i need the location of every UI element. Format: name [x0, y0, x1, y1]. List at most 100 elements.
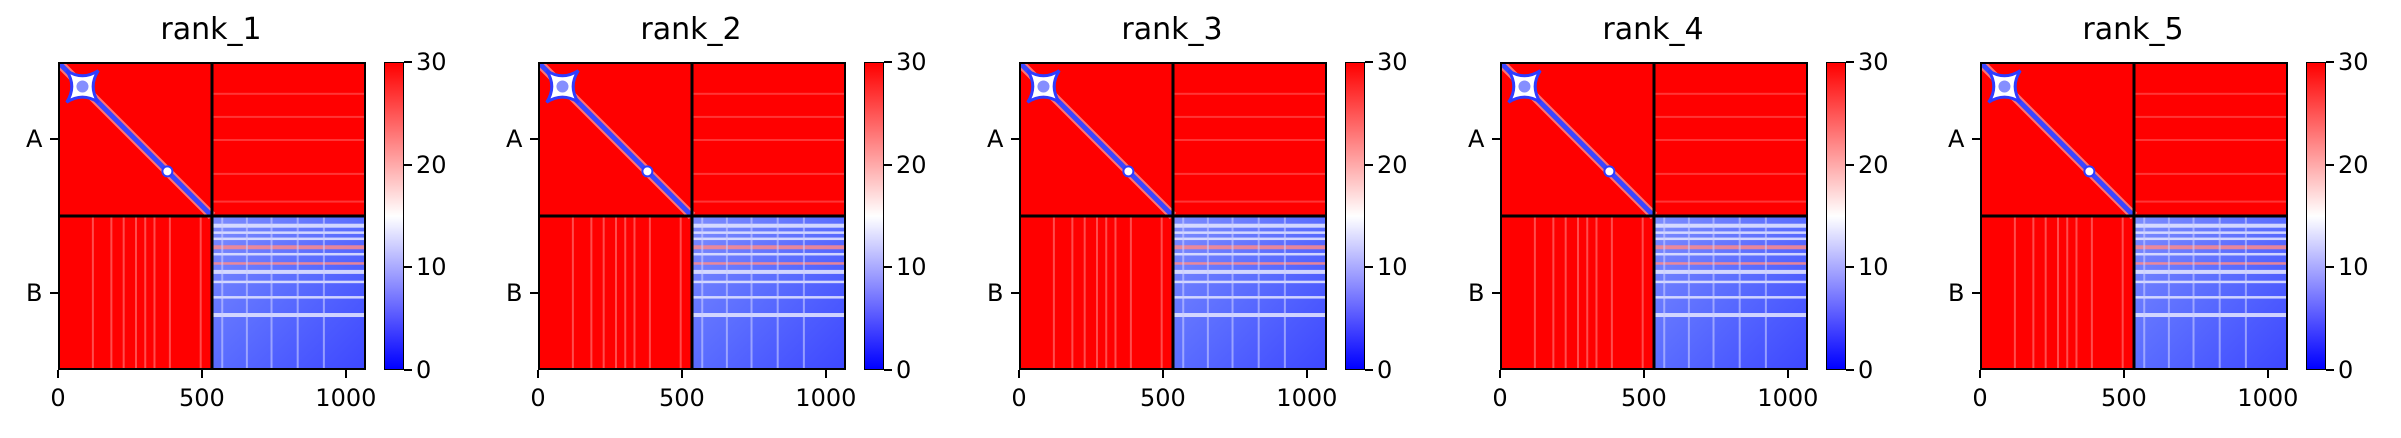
- chain-b-stripe: [802, 216, 805, 370]
- streak-ab: [2134, 115, 2288, 118]
- streak-ab: [692, 200, 846, 203]
- chain-b-band: [1654, 231, 1808, 234]
- colorbar-tick-label: 20: [1858, 150, 1889, 179]
- chain-b-stripe: [1231, 216, 1234, 370]
- chain-b-band: [1173, 252, 1327, 256]
- chain-b-band: [212, 223, 366, 228]
- streak-ab: [2134, 200, 2288, 203]
- chain-b-band: [2134, 245, 2288, 250]
- chain-b-band: [692, 237, 846, 241]
- streak-ba: [1641, 216, 1644, 370]
- streak-ba: [1160, 216, 1163, 370]
- colorbar-tick-label: 0: [1858, 356, 1874, 384]
- chain-b-stripe: [1687, 216, 1690, 370]
- streak-ba: [144, 216, 147, 370]
- chain-b-band: [1654, 252, 1808, 256]
- chain-b-stripe: [322, 216, 325, 370]
- chain-b-stripe: [2143, 216, 2146, 370]
- y-tick-label: B: [987, 279, 1004, 307]
- chain-b-stripe: [1738, 216, 1741, 370]
- y-tick-mark: [1972, 292, 1980, 294]
- chain-b-stripe: [776, 216, 779, 370]
- chain-b-band: [692, 252, 846, 256]
- chain-b-band: [212, 252, 366, 256]
- chain-b-band: [1654, 223, 1808, 228]
- streak-ba: [1083, 216, 1086, 370]
- streak-ba: [122, 216, 125, 370]
- panel-rank_3: rank_3 A B 0 500 1000 0 10 20 30: [961, 0, 1441, 438]
- streak-ab: [692, 115, 846, 118]
- colorbar-tick-mark: [884, 369, 892, 371]
- chain-b-band: [212, 296, 366, 299]
- chain-b-stripe: [1182, 216, 1185, 370]
- domain-a-core: [1037, 80, 1050, 93]
- streak-ba: [168, 216, 171, 370]
- colorbar-tick-label: 0: [2338, 356, 2354, 384]
- colorbar-tick-mark: [404, 369, 412, 371]
- x-tick-label: 1000: [1757, 384, 1819, 412]
- colorbar-tick-label: 0: [1377, 356, 1393, 384]
- y-tick-mark: [1492, 138, 1500, 140]
- chain-b-band: [692, 280, 846, 284]
- x-tick-label: 0: [50, 384, 66, 412]
- streak-ab: [1654, 172, 1808, 175]
- chain-b-band: [1173, 237, 1327, 241]
- x-tick-mark: [57, 370, 59, 378]
- streak-ba: [602, 216, 605, 370]
- chain-b-band: [2134, 237, 2288, 241]
- chain-b-stripe: [2167, 216, 2170, 370]
- x-tick-label: 500: [1140, 384, 1186, 412]
- chain-b-block: [212, 216, 366, 370]
- colorbar-tick-label: 20: [416, 150, 447, 179]
- chain-b-band: [2134, 262, 2288, 265]
- domain-a-core: [76, 80, 89, 93]
- colorbar-tick-mark: [2326, 266, 2334, 269]
- streak-ab: [692, 92, 846, 95]
- colorbar-tick-mark: [1365, 369, 1373, 371]
- streak-ba: [2090, 216, 2093, 370]
- chain-b-stripe: [750, 216, 753, 370]
- x-tick-label: 0: [530, 384, 546, 412]
- streak-ab: [1654, 200, 1808, 203]
- chain-b-band: [212, 245, 366, 250]
- streak-ba: [1052, 216, 1055, 370]
- colorbar-tick-mark: [1846, 266, 1854, 269]
- colorbar-tick-label: 20: [1377, 150, 1408, 179]
- x-tick-label: 1000: [795, 384, 857, 412]
- chain-b-band: [2134, 252, 2288, 256]
- x-tick-label: 0: [1972, 384, 1988, 412]
- streak-ba: [1096, 216, 1098, 370]
- colorbar-tick-mark: [884, 266, 892, 269]
- y-tick-mark: [1011, 292, 1019, 294]
- colorbar-tick-mark: [1365, 61, 1373, 63]
- heatmap-svg: [1500, 62, 1808, 370]
- y-tick-mark: [1972, 138, 1980, 140]
- streak-ba: [1610, 216, 1613, 370]
- streak-ba: [590, 216, 593, 370]
- colorbar-tick-mark: [2326, 61, 2334, 63]
- streak-ba: [135, 216, 137, 370]
- y-tick-mark: [1492, 292, 1500, 294]
- chain-b-band: [692, 269, 846, 274]
- streak-ba: [648, 216, 651, 370]
- y-tick-label: B: [26, 279, 43, 307]
- chain-b-band: [212, 231, 366, 234]
- chain-b-stripe: [725, 216, 728, 370]
- colorbar-tick-label: 10: [896, 253, 927, 282]
- diagonal-node: [161, 165, 174, 178]
- streak-ab: [1173, 92, 1327, 95]
- heatmap-svg: [1019, 62, 1327, 370]
- chain-b-band: [212, 313, 366, 318]
- chain-b-band: [212, 280, 366, 284]
- domain-a-core: [1518, 80, 1531, 93]
- colorbar-tick-label: 10: [1858, 253, 1889, 282]
- x-tick-label: 500: [179, 384, 225, 412]
- streak-ba: [1533, 216, 1536, 370]
- chain-b-band: [1173, 296, 1327, 299]
- x-tick-label: 0: [1492, 384, 1508, 412]
- streak-ba: [2121, 216, 2124, 370]
- streak-ba: [633, 216, 636, 370]
- chain-b-band: [692, 262, 846, 265]
- streak-ab: [1173, 172, 1327, 175]
- streak-ab: [2134, 172, 2288, 175]
